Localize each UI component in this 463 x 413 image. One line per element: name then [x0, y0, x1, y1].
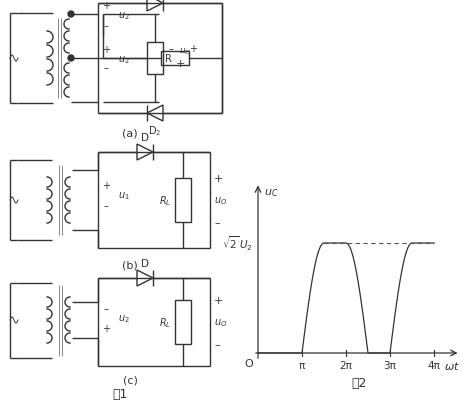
Text: –: –	[213, 218, 219, 228]
Text: +: +	[102, 323, 110, 333]
Text: +: +	[102, 45, 110, 55]
Text: +: +	[213, 173, 223, 183]
Text: +: +	[188, 44, 197, 54]
Text: –: –	[103, 201, 108, 211]
Text: D: D	[141, 259, 149, 268]
Text: –: –	[213, 339, 219, 349]
Text: +: +	[175, 59, 184, 69]
Text: $u_1$: $u_1$	[118, 190, 130, 202]
Text: +: +	[102, 1, 110, 11]
Bar	[147, 43, 163, 75]
Text: D: D	[141, 133, 149, 142]
Circle shape	[68, 56, 74, 62]
Text: –: –	[103, 21, 108, 31]
Text: $u_2$: $u_2$	[118, 54, 130, 66]
Text: $u_2$: $u_2$	[118, 312, 130, 324]
Text: $R_L$: $R_L$	[158, 194, 171, 207]
Text: 图2: 图2	[351, 377, 366, 389]
Text: +: +	[102, 180, 110, 190]
Text: $u_O$: $u_O$	[213, 316, 227, 328]
Text: $R_L$: $R_L$	[158, 316, 171, 329]
Text: 图1: 图1	[112, 387, 127, 401]
Text: +: +	[213, 295, 223, 305]
Text: $u_C$: $u_C$	[179, 46, 191, 57]
Text: $u_2$: $u_2$	[118, 10, 130, 22]
Bar	[175, 300, 191, 344]
Text: (a): (a)	[122, 129, 138, 139]
Text: $\sqrt{2}\,U_2$: $\sqrt{2}\,U_2$	[222, 234, 252, 253]
Text: $u_O$: $u_O$	[213, 195, 227, 206]
Text: –: –	[103, 303, 108, 313]
Bar	[175, 178, 191, 223]
Text: R: R	[165, 54, 171, 64]
Text: (b): (b)	[122, 260, 138, 271]
Text: D$_2$: D$_2$	[148, 124, 161, 138]
Text: –: –	[168, 44, 173, 54]
Text: (c): (c)	[122, 375, 137, 385]
Text: π: π	[298, 360, 305, 370]
Text: 2π: 2π	[339, 360, 352, 370]
Text: $\omega t$: $\omega t$	[443, 359, 458, 371]
Text: 3π: 3π	[383, 360, 395, 370]
Text: $u_C$: $u_C$	[263, 186, 278, 198]
Bar	[161, 52, 188, 66]
Text: O: O	[244, 358, 252, 368]
Text: –: –	[103, 63, 108, 73]
Circle shape	[68, 12, 74, 18]
Text: 4π: 4π	[426, 360, 439, 370]
